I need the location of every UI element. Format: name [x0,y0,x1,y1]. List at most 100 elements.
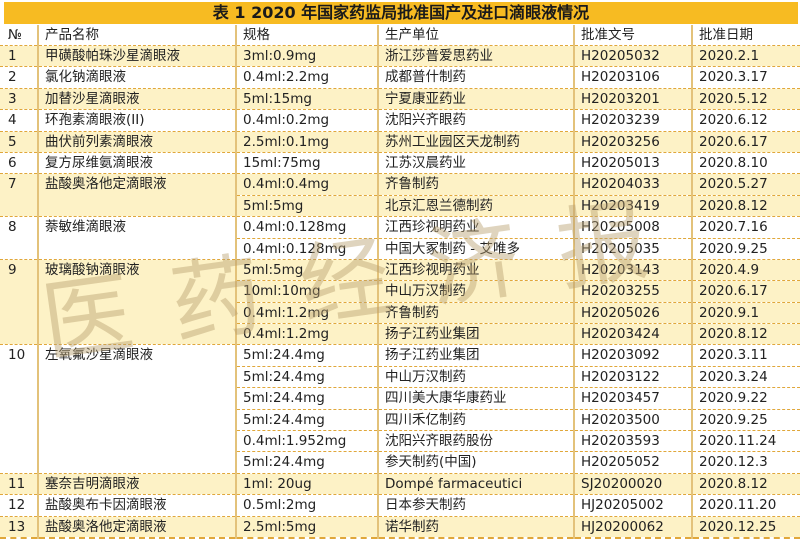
cell-manufacturer: 江苏汉晨药业 [377,151,574,174]
header-no: № [8,27,23,43]
cell-spec: 5ml:24.4mg [235,344,378,367]
table-row: 0.4ml:1.952mg 沈阳兴齐眼药股份 H20203593 2020.11.24 [0,430,800,452]
cell-product-name: 曲伏前列素滴眼液 [37,130,236,153]
cell-no: 10 [0,344,38,474]
cell-approval-date: 2020.12.25 [691,515,800,539]
cell-spec: 0.4ml:0.128mg [235,216,378,239]
cell-product-name: 环孢素滴眼液(II) [37,109,236,132]
cell-approval-number: SJ20200020 [573,472,692,495]
cell-product-name: 盐酸奥布卡因滴眼液 [37,494,236,517]
table-row: 12 盐酸奥布卡因滴眼液 0.5ml:2mg 日本参天制药 HJ20205002 2020… [0,494,800,517]
table-row: 6 复方尿维氨滴眼液 15ml:75mg 江苏汉晨药业 H20205013 2020.8.… [0,151,800,174]
cell-spec: 15ml:75mg [235,151,378,174]
cell-spec: 0.5ml:2mg [235,494,378,517]
cell-approval-date: 2020.8.12 [691,472,800,495]
cell-approval-date: 2020.12.3 [691,451,800,474]
cell-approval-date: 2020.11.20 [691,494,800,517]
cell-manufacturer: 江西珍视明药业 [377,258,574,281]
cell-manufacturer: 北京汇恩兰德制药 [377,194,574,217]
table-row: 0.4ml:1.2mg 扬子江药业集团 H20203424 2020.8.12 [0,323,800,345]
cell-approval-number: H20204033 [573,173,692,196]
cell-product-name: 塞奈吉明滴眼液 [37,472,236,495]
cell-product-name: 盐酸奥洛他定滴眼液 [37,515,236,539]
cell-approval-number: H20203500 [573,408,692,431]
cell-spec: 0.4ml:1.2mg [235,301,378,324]
table-row: 4 环孢素滴眼液(II) 0.4ml:0.2mg 沈阳兴齐眼药 H20203239 202… [0,109,800,132]
table-row: 9 玻璃酸钠滴眼液 5ml:5mg 江西珍视明药业 H20203143 2020.4.9 [0,258,800,345]
cell-approval-number: H20203419 [573,194,692,217]
table-row: 11 塞奈吉明滴眼液 1ml: 20ug Dompé farmaceutici SJ20… [0,472,800,495]
cell-manufacturer: 江西珍视明药业 [377,216,574,239]
table-row: 5ml:24.4mg 中山万汉制药 H20203122 2020.3.24 [0,365,800,388]
header-approval-date: 批准日期 [691,25,800,46]
cell-approval-number: H20203201 [573,87,692,110]
header-row: № 产品名称 规格 生产单位 批准文号 批准日期 [0,25,800,46]
cell-spec: 1ml: 20ug [235,472,378,495]
table-row: 13 盐酸奥洛他定滴眼液 2.5ml:5mg 诺华制药 HJ20200062 2020.1… [0,515,800,539]
cell-approval-number: H20205032 [573,44,692,67]
cell-approval-number: H20203593 [573,430,692,452]
cell-approval-date: 2020.3.11 [691,344,800,367]
cell-manufacturer: Dompé farmaceutici [377,472,574,495]
cell-manufacturer: 扬子江药业集团 [377,344,574,367]
cell-manufacturer: 中山万汉制药 [377,280,574,303]
cell-manufacturer: 参天制药(中国) [377,451,574,474]
cell-manufacturer: 齐鲁制药 [377,173,574,196]
cell-manufacturer: 齐鲁制药 [377,301,574,324]
cell-no: 12 [0,494,38,517]
cell-approval-number: H20203143 [573,258,692,281]
cell-no: 11 [0,472,38,495]
table-row: 7 盐酸奥洛他定滴眼液 0.4ml:0.4mg 齐鲁制药 H20204033 2020.5… [0,173,800,217]
cell-no: 6 [0,151,38,174]
cell-manufacturer: 四川美大康华康药业 [377,387,574,410]
cell-no: 3 [0,87,38,110]
cell-manufacturer: 沈阳兴齐眼药股份 [377,430,574,452]
table-row: 1 甲磺酸帕珠沙星滴眼液 3ml:0.9mg 浙江莎普爱思药业 H20205032 202… [0,44,800,67]
table-row: 8 萘敏维滴眼液 0.4ml:0.128mg 江西珍视明药业 H20205008 2020… [0,216,800,260]
cell-spec: 5ml:24.4mg [235,387,378,410]
cell-spec: 5ml:5mg [235,258,378,281]
cell-approval-date: 2020.2.1 [691,44,800,67]
table-row: 5ml:24.4mg 四川禾亿制药 H20203500 2020.9.25 [0,408,800,431]
header-spec: 规格 [235,25,378,46]
cell-approval-date: 2020.3.24 [691,365,800,388]
cell-spec: 5ml:24.4mg [235,451,378,474]
cell-approval-number: H20203255 [573,280,692,303]
cell-product-name: 氯化钠滴眼液 [37,66,236,89]
cell-spec: 0.4ml:0.2mg [235,109,378,132]
cell-manufacturer: 中山万汉制药 [377,365,574,388]
cell-approval-date: 2020.4.9 [691,258,800,281]
cell-approval-number: HJ20205002 [573,494,692,517]
cell-spec: 0.4ml:0.4mg [235,173,378,196]
cell-approval-date: 2020.6.17 [691,280,800,303]
cell-approval-number: H20205026 [573,301,692,324]
cell-spec: 5ml:15mg [235,87,378,110]
cell-spec: 0.4ml:1.952mg [235,430,378,452]
cell-approval-date: 2020.5.27 [691,173,800,196]
cell-approval-date: 2020.8.12 [691,323,800,345]
cell-approval-date: 2020.9.22 [691,387,800,410]
cell-spec: 2.5ml:5mg [235,515,378,539]
cell-approval-date: 2020.7.16 [691,216,800,239]
cell-no: 5 [0,130,38,153]
cell-manufacturer: 沈阳兴齐眼药 [377,109,574,132]
cell-spec: 0.4ml:0.128mg [235,237,378,260]
cell-product-name: 萘敏维滴眼液 [37,216,236,260]
table-title: 表 1 2020 年国家药监局批准国产及进口滴眼液情况 [4,2,798,24]
cell-approval-number: HJ20200062 [573,515,692,539]
cell-approval-date: 2020.9.1 [691,301,800,324]
cell-manufacturer: 苏州工业园区天龙制药 [377,130,574,153]
cell-approval-number: H20203457 [573,387,692,410]
cell-approval-number: H20205013 [573,151,692,174]
cell-approval-date: 2020.6.12 [691,109,800,132]
cell-approval-number: H20203106 [573,66,692,89]
table-row: 5ml:24.4mg 参天制药(中国) H20205052 2020.12.3 [0,451,800,474]
cell-spec: 10ml:10mg [235,280,378,303]
cell-spec: 2.5ml:0.1mg [235,130,378,153]
cell-manufacturer: 四川禾亿制药 [377,408,574,431]
table-row: 2 氯化钠滴眼液 0.4ml:2.2mg 成都普什制药 H20203106 2020.3.… [0,66,800,89]
cell-spec: 5ml:24.4mg [235,365,378,388]
cell-manufacturer: 日本参天制药 [377,494,574,517]
cell-spec: 3ml:0.9mg [235,44,378,67]
table-row: 5ml:5mg 北京汇恩兰德制药 H20203419 2020.8.12 [0,194,800,217]
